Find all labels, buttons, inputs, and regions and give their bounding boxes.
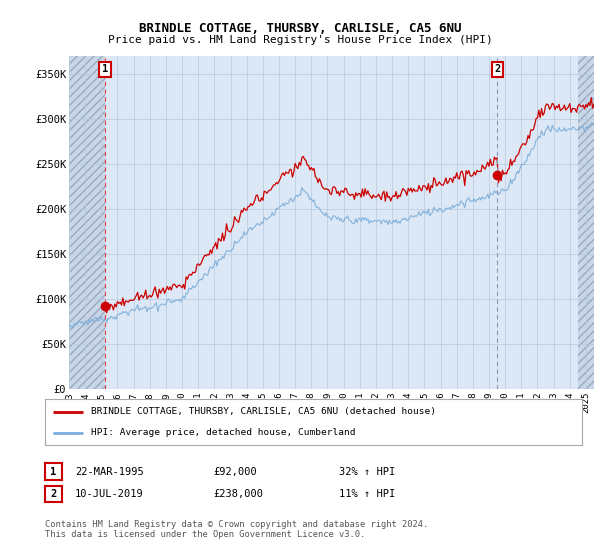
Text: 2: 2 <box>50 489 56 499</box>
Text: 22-MAR-1995: 22-MAR-1995 <box>75 466 144 477</box>
Text: 32% ↑ HPI: 32% ↑ HPI <box>339 466 395 477</box>
Text: HPI: Average price, detached house, Cumberland: HPI: Average price, detached house, Cumb… <box>91 428 355 437</box>
Text: £92,000: £92,000 <box>213 466 257 477</box>
Bar <box>578 56 594 389</box>
Text: 2: 2 <box>494 64 500 74</box>
Text: BRINDLE COTTAGE, THURSBY, CARLISLE, CA5 6NU: BRINDLE COTTAGE, THURSBY, CARLISLE, CA5 … <box>139 22 461 35</box>
Text: 10-JUL-2019: 10-JUL-2019 <box>75 489 144 499</box>
Text: BRINDLE COTTAGE, THURSBY, CARLISLE, CA5 6NU (detached house): BRINDLE COTTAGE, THURSBY, CARLISLE, CA5 … <box>91 407 436 416</box>
Bar <box>69 56 105 389</box>
Text: 1: 1 <box>102 64 108 74</box>
Text: 1: 1 <box>50 466 56 477</box>
Text: Price paid vs. HM Land Registry's House Price Index (HPI): Price paid vs. HM Land Registry's House … <box>107 35 493 45</box>
Text: Contains HM Land Registry data © Crown copyright and database right 2024.
This d: Contains HM Land Registry data © Crown c… <box>45 520 428 539</box>
Text: £238,000: £238,000 <box>213 489 263 499</box>
Text: 11% ↑ HPI: 11% ↑ HPI <box>339 489 395 499</box>
